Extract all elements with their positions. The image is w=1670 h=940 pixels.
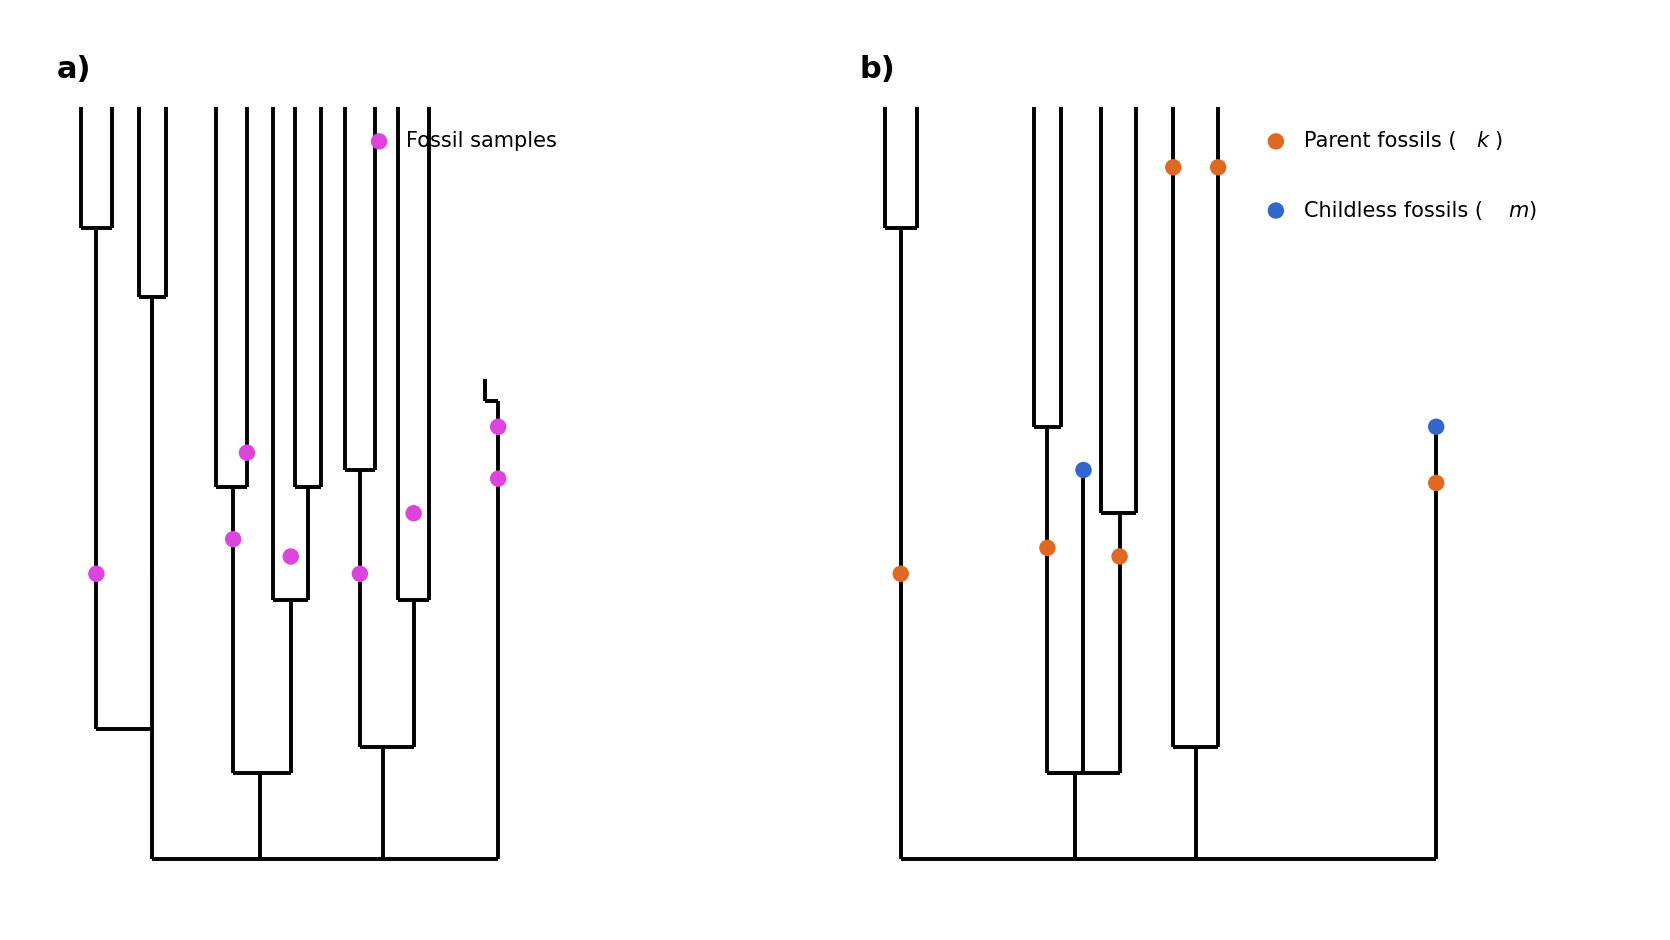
Text: Parent fossils (: Parent fossils ( <box>1304 132 1456 151</box>
Point <box>347 566 374 581</box>
Point <box>277 549 304 564</box>
Point <box>1263 203 1289 218</box>
Point <box>366 133 392 149</box>
Text: Childless fossils (: Childless fossils ( <box>1304 200 1483 221</box>
Text: ): ) <box>1528 200 1536 221</box>
Point <box>1106 549 1132 564</box>
Point <box>887 566 913 581</box>
Point <box>1070 462 1097 478</box>
Text: m: m <box>1508 200 1528 221</box>
Point <box>1263 133 1289 149</box>
Point <box>234 446 261 461</box>
Text: Fossil samples: Fossil samples <box>406 132 556 151</box>
Point <box>1161 160 1187 175</box>
Text: k: k <box>1476 132 1488 151</box>
Point <box>401 506 428 521</box>
Text: ): ) <box>1495 132 1501 151</box>
Point <box>1204 160 1231 175</box>
Point <box>484 419 511 434</box>
Point <box>484 471 511 486</box>
Text: b): b) <box>858 55 895 84</box>
Point <box>1034 540 1060 556</box>
Point <box>1423 476 1450 491</box>
Text: a): a) <box>57 55 90 84</box>
Point <box>84 566 110 581</box>
Point <box>220 532 247 547</box>
Point <box>1423 419 1450 434</box>
